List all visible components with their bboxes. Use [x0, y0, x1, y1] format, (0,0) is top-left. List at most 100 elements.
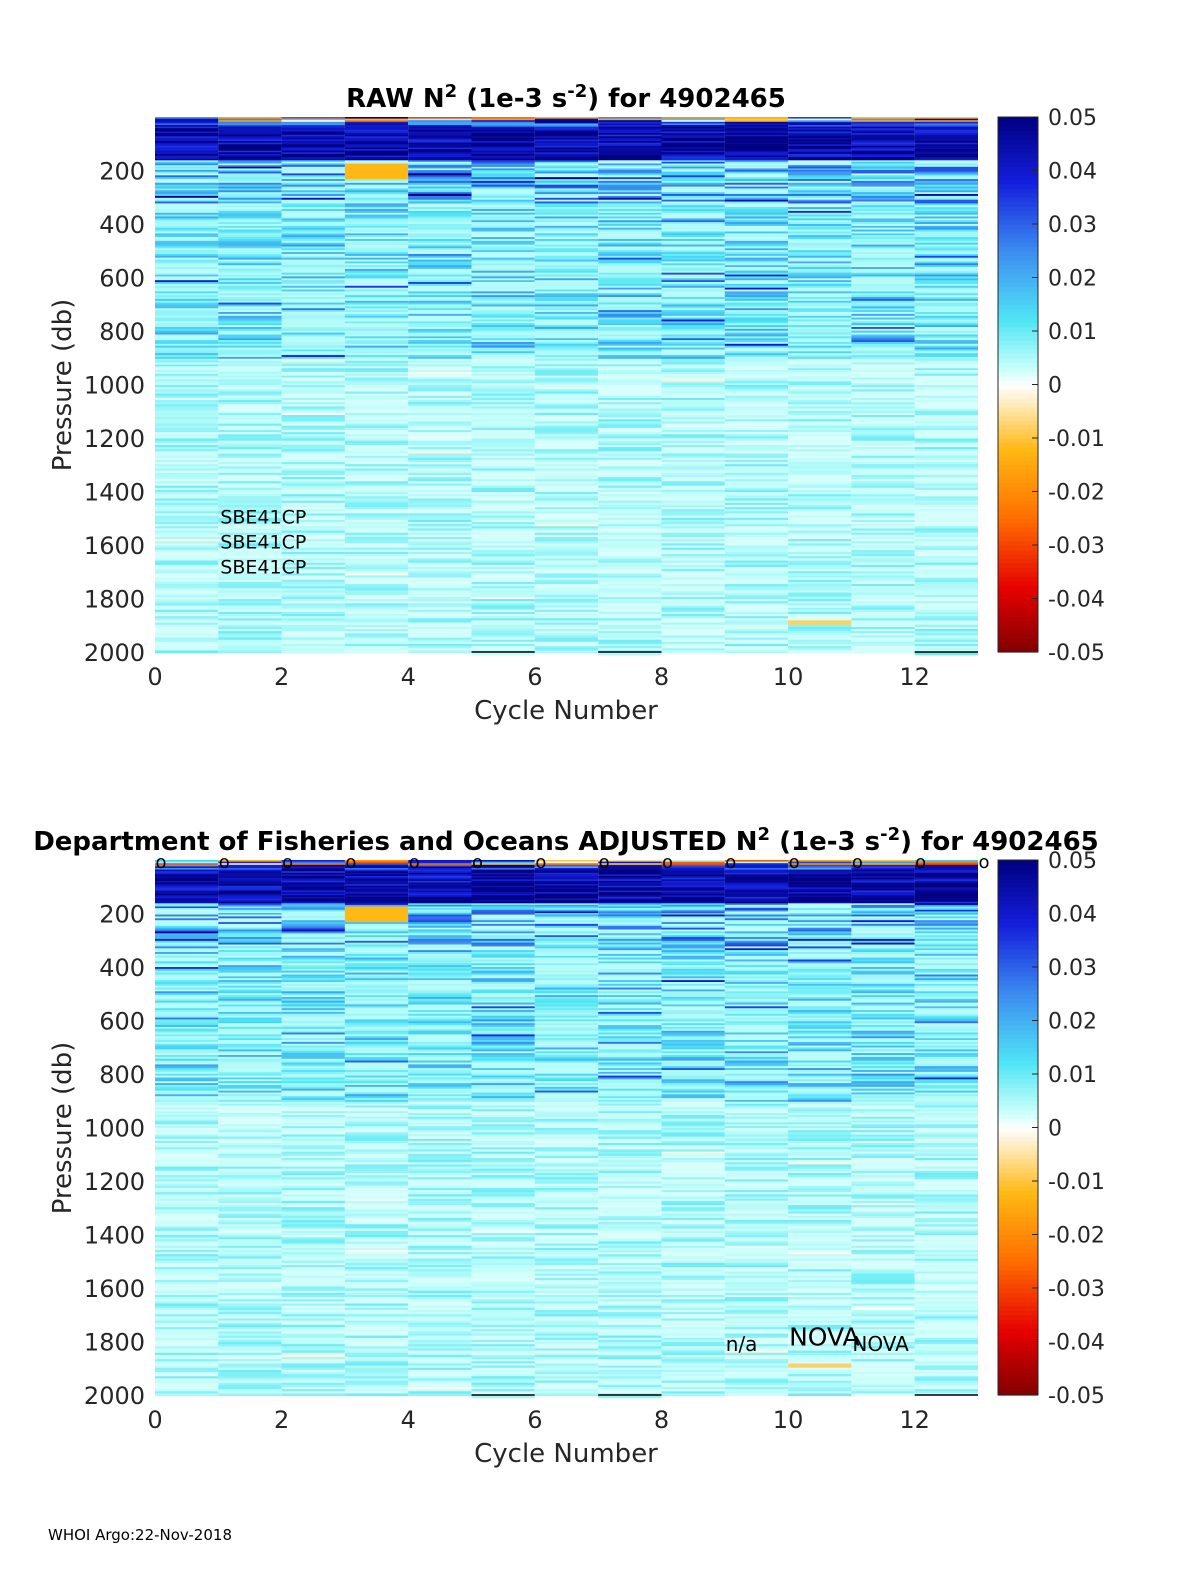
- heatmap-cell: [408, 948, 472, 951]
- heatmap-cell: [218, 397, 282, 401]
- heatmap-cell: [851, 425, 915, 429]
- heatmap-cell: [155, 438, 219, 442]
- heatmap-cell: [344, 149, 409, 152]
- heatmap-cell: [851, 445, 915, 448]
- heatmap-cell: [788, 366, 852, 369]
- heatmap-cell: [218, 381, 282, 384]
- heatmap-cell: [408, 375, 472, 379]
- heatmap-cell: [724, 145, 789, 149]
- heatmap-cell: [534, 423, 599, 427]
- heatmap-cell: [344, 539, 409, 542]
- heatmap-cell: [281, 395, 345, 399]
- heatmap-cell: [788, 133, 852, 136]
- heatmap-cell: [155, 419, 219, 422]
- heatmap-cell: [281, 306, 345, 309]
- heatmap-cell: [281, 157, 345, 160]
- heatmap-cell: [218, 1116, 282, 1120]
- heatmap-cell: [851, 353, 915, 356]
- heatmap-cell: [344, 863, 409, 866]
- heatmap-cell: [724, 648, 789, 651]
- heatmap-cell: [281, 618, 345, 621]
- heatmap-cell: [851, 250, 915, 253]
- heatmap-cell: [724, 244, 789, 248]
- heatmap-cell: [344, 1271, 409, 1275]
- colorbar-segment: [998, 567, 1038, 573]
- heatmap-cell: [471, 481, 535, 484]
- heatmap-cell: [408, 120, 472, 123]
- heatmap-cell: [218, 430, 282, 433]
- colorbar-segment: [998, 375, 1038, 381]
- heatmap-cell: [534, 549, 599, 553]
- heatmap-cell: [281, 1265, 345, 1268]
- heatmap-cell: [914, 197, 978, 201]
- heatmap-cell: [851, 556, 915, 559]
- heatmap-cell: [914, 142, 978, 145]
- heatmap-cell: [724, 120, 789, 123]
- heatmap-cell: [914, 556, 978, 559]
- heatmap-cell: [724, 129, 789, 132]
- heatmap-cell: [408, 639, 472, 643]
- heatmap-cell: [598, 586, 662, 589]
- heatmap-cell: [344, 330, 409, 334]
- heatmap-cell: [914, 554, 978, 557]
- heatmap-cell: [788, 594, 852, 598]
- heatmap-cell: [281, 425, 345, 429]
- heatmap-cell: [218, 310, 282, 313]
- heatmap-cell: [408, 177, 472, 180]
- heatmap-cell: [155, 406, 219, 410]
- heatmap-cell: [914, 492, 978, 495]
- heatmap-cell: [788, 445, 852, 448]
- heatmap-cell: [281, 381, 345, 384]
- heatmap-cell: [914, 436, 978, 440]
- heatmap-cell: [851, 248, 915, 251]
- heatmap-cell: [155, 893, 219, 896]
- heatmap-cell: [281, 1295, 345, 1298]
- heatmap-cell: [598, 315, 662, 319]
- heatmap-cell: [344, 594, 409, 598]
- heatmap-cell: [344, 1393, 409, 1397]
- heatmap-cell: [218, 511, 282, 514]
- heatmap-cell: [218, 925, 282, 929]
- heatmap-cell: [344, 626, 409, 630]
- heatmap-cell: [408, 504, 472, 508]
- colorbar-segment: [998, 504, 1038, 510]
- heatmap-cell: [344, 900, 409, 903]
- heatmap-cell: [218, 235, 282, 238]
- heatmap-cell: [281, 1068, 345, 1071]
- heatmap-cell: [408, 974, 472, 977]
- heatmap-cell: [534, 620, 599, 624]
- heatmap-cell: [661, 496, 725, 499]
- heatmap-cell: [724, 306, 789, 309]
- heatmap-cell: [788, 368, 852, 371]
- heatmap-cell: [344, 304, 409, 307]
- heatmap-cell: [471, 596, 535, 600]
- heatmap-cell: [344, 646, 409, 649]
- heatmap-cell: [155, 534, 219, 538]
- heatmap-cell: [661, 334, 725, 337]
- heatmap-cell: [534, 182, 599, 186]
- heatmap-cell: [914, 438, 978, 442]
- heatmap-cell: [914, 629, 978, 632]
- heatmap-cell: [471, 358, 535, 362]
- heatmap-cell: [914, 609, 978, 613]
- heatmap-cell: [598, 573, 662, 577]
- heatmap-cell: [155, 1346, 219, 1349]
- heatmap-cell: [344, 1228, 409, 1232]
- heatmap-cell: [788, 584, 852, 587]
- heatmap-cell: [218, 564, 282, 568]
- heatmap-cell: [851, 125, 915, 128]
- heatmap-cell: [408, 235, 472, 238]
- heatmap-cell: [155, 646, 219, 649]
- heatmap-cell: [534, 385, 599, 388]
- heatmap-cell: [218, 1120, 282, 1123]
- heatmap-cell: [724, 430, 789, 433]
- heatmap-cell: [724, 355, 789, 358]
- heatmap-cell: [344, 1073, 409, 1077]
- colorbar-tick-label: 0.03: [1048, 213, 1097, 238]
- heatmap-cell: [661, 370, 725, 373]
- heatmap-cell: [281, 321, 345, 324]
- heatmap-cell: [914, 455, 978, 459]
- heatmap-cell: [408, 239, 472, 242]
- heatmap-cell: [218, 1237, 282, 1240]
- heatmap-cell: [281, 1051, 345, 1054]
